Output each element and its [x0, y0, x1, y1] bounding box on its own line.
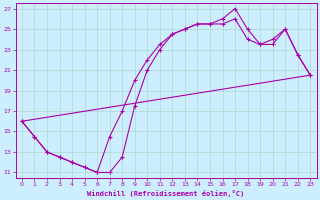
X-axis label: Windchill (Refroidissement éolien,°C): Windchill (Refroidissement éolien,°C)	[87, 190, 245, 197]
